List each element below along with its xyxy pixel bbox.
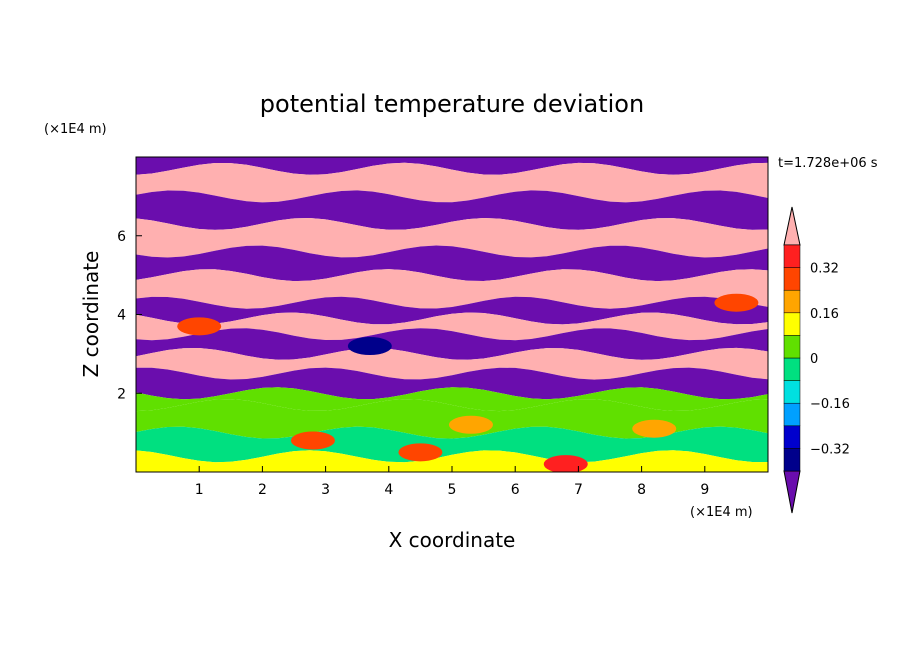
colorbar-segment bbox=[783, 402, 801, 427]
contour-layer bbox=[136, 162, 768, 203]
colorbar-segment bbox=[783, 357, 801, 381]
colorbar-segment bbox=[783, 448, 801, 472]
plot-area bbox=[136, 157, 768, 472]
colorbar-tick-label: 0 bbox=[810, 352, 818, 367]
y-tick-label: 4 bbox=[117, 308, 126, 324]
x-tick-label: 3 bbox=[321, 482, 330, 498]
contour-layer bbox=[136, 296, 768, 325]
colorbar-min-arrow bbox=[783, 470, 801, 514]
contour-feature bbox=[177, 317, 222, 336]
contour-layer bbox=[136, 245, 768, 282]
x-tick-label: 5 bbox=[448, 482, 457, 498]
y-tick-label: 2 bbox=[117, 386, 126, 402]
contour-layer bbox=[136, 157, 768, 175]
contour-feature bbox=[543, 455, 588, 472]
y-axis-label: Z coordinate bbox=[79, 251, 103, 378]
colorbar: 0.32 0.16 0 −0.16 −0.32 bbox=[783, 206, 850, 514]
colorbar-segment bbox=[783, 267, 801, 291]
x-tick-label: 9 bbox=[700, 482, 709, 498]
x-tick-label: 6 bbox=[511, 482, 520, 498]
contour-feature bbox=[398, 443, 443, 462]
contour-layer bbox=[136, 450, 768, 472]
x-tick-label: 8 bbox=[637, 482, 646, 498]
contour-feature bbox=[714, 293, 759, 312]
z-unit-label: (×1E4 m) bbox=[44, 122, 107, 137]
chart-title: potential temperature deviation bbox=[260, 90, 644, 118]
x-tick-label: 2 bbox=[258, 482, 267, 498]
colorbar-tick-label: 0.32 bbox=[810, 262, 839, 277]
colorbar-segment bbox=[783, 312, 801, 336]
contour-layer bbox=[136, 269, 768, 309]
x-tick-label: 4 bbox=[384, 482, 393, 498]
contour-layer bbox=[136, 367, 768, 400]
contour-layer bbox=[136, 347, 768, 380]
contour-feature bbox=[448, 415, 493, 434]
x-axis-label: X coordinate bbox=[389, 528, 516, 552]
contour-feature bbox=[290, 431, 335, 450]
contour-layer bbox=[136, 387, 768, 412]
y-tick-label: 6 bbox=[117, 229, 126, 245]
colorbar-segment bbox=[783, 425, 801, 449]
x-axis: 1 2 3 4 5 6 7 8 9 bbox=[195, 466, 709, 498]
contour-feature bbox=[347, 337, 392, 355]
colorbar-segment bbox=[783, 335, 801, 359]
x-unit-label: (×1E4 m) bbox=[690, 505, 753, 520]
colorbar-tick-label: 0.16 bbox=[810, 307, 839, 322]
y-axis: 2 4 6 bbox=[117, 229, 142, 402]
contour-layer bbox=[136, 328, 768, 360]
time-label: t=1.728e+06 s bbox=[778, 156, 878, 171]
contour-layer bbox=[136, 312, 768, 341]
contour-feature bbox=[632, 419, 677, 438]
colorbar-tick-label: −0.32 bbox=[810, 442, 850, 457]
x-tick-label: 1 bbox=[195, 482, 204, 498]
colorbar-max-arrow bbox=[783, 206, 801, 246]
contour-layer bbox=[136, 399, 768, 439]
colorbar-tick-label: −0.16 bbox=[810, 397, 850, 412]
colorbar-segment bbox=[783, 289, 801, 314]
x-tick-label: 7 bbox=[574, 482, 583, 498]
contour-layer bbox=[136, 426, 768, 463]
contour-layer bbox=[136, 190, 768, 230]
colorbar-segment bbox=[783, 380, 801, 404]
colorbar-segment bbox=[783, 244, 801, 268]
contour-layer bbox=[136, 218, 768, 258]
